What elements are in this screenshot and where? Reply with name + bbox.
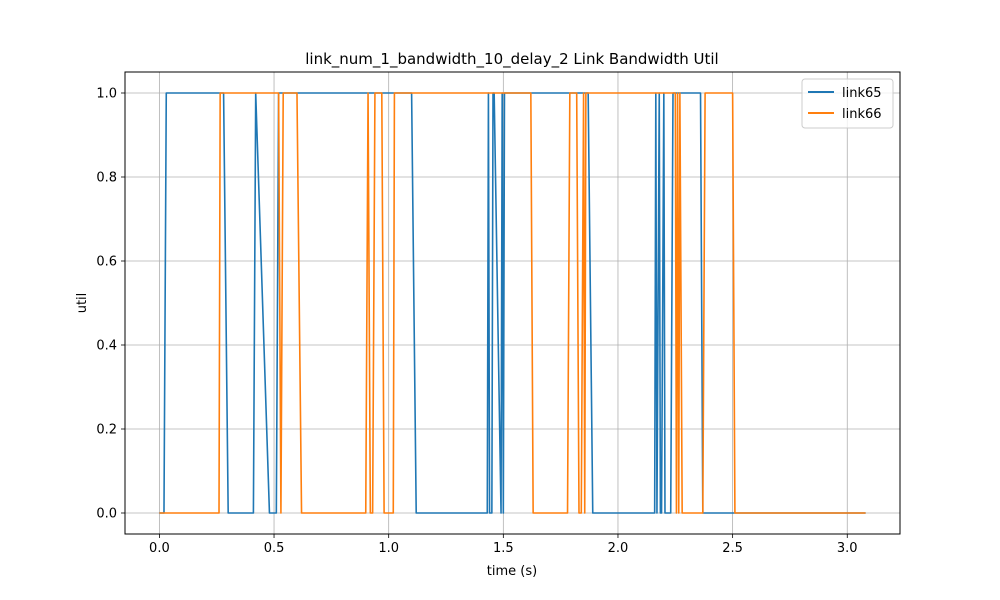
chart-title: link_num_1_bandwidth_10_delay_2 Link Ban… bbox=[305, 50, 718, 69]
x-axis-label: time (s) bbox=[487, 564, 537, 579]
x-tick-label: 0.0 bbox=[149, 541, 170, 556]
y-tick-label: 1.0 bbox=[96, 87, 117, 102]
legend-label-link65: link65 bbox=[842, 86, 882, 101]
y-tick-label: 0.2 bbox=[96, 423, 117, 438]
legend: link65 link66 bbox=[801, 78, 894, 129]
x-axis-ticks: 0.0 0.5 1.0 1.5 2.0 2.5 3.0 bbox=[149, 534, 858, 556]
x-tick-label: 0.5 bbox=[264, 541, 285, 556]
x-tick-label: 3.0 bbox=[837, 541, 858, 556]
legend-label-link66: link66 bbox=[842, 107, 882, 122]
plot-frame bbox=[124, 71, 901, 535]
y-tick-label: 0.0 bbox=[96, 507, 117, 522]
series-line-link66 bbox=[159, 92, 866, 514]
y-axis-label: util bbox=[75, 293, 90, 314]
series-layer bbox=[159, 92, 866, 514]
series-line-link65 bbox=[159, 92, 866, 514]
y-tick-label: 0.8 bbox=[96, 171, 117, 186]
y-axis-ticks: 0.0 0.2 0.4 0.6 0.8 1.0 bbox=[96, 87, 125, 522]
x-tick-label: 1.5 bbox=[493, 541, 514, 556]
x-tick-label: 2.0 bbox=[608, 541, 629, 556]
y-tick-label: 0.4 bbox=[96, 339, 117, 354]
x-tick-label: 2.5 bbox=[722, 541, 743, 556]
y-tick-label: 0.6 bbox=[96, 255, 117, 270]
x-tick-label: 1.0 bbox=[378, 541, 399, 556]
